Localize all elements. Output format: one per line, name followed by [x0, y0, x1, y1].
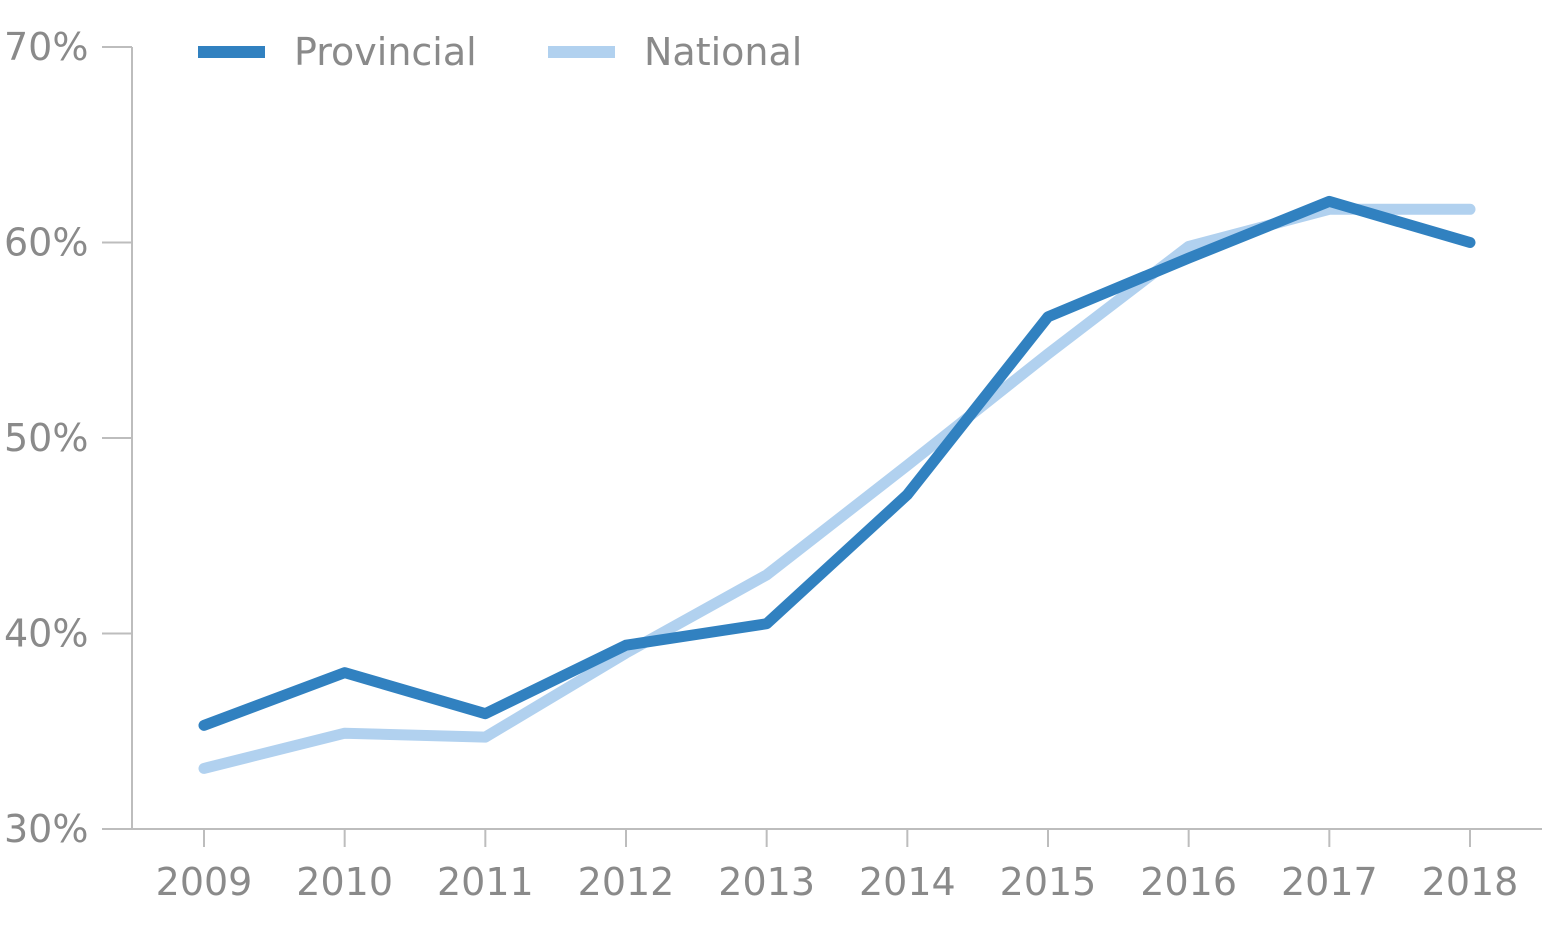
- y-tick-label: 50%: [4, 416, 88, 460]
- x-tick-label: 2018: [1422, 860, 1519, 904]
- series-line-provincial: [198, 195, 1476, 731]
- x-tick-label: 2015: [1000, 860, 1097, 904]
- legend-label-provincial: Provincial: [294, 30, 477, 74]
- x-tick-label: 2009: [156, 860, 253, 904]
- series-layer: [198, 195, 1476, 774]
- x-ticks: 2009 2010 2011 2012 2013 2014 2015 2016 2017 2018: [156, 829, 1519, 904]
- legend: Provincial National: [198, 30, 802, 74]
- axes: [131, 47, 1542, 830]
- y-tick-label: 70%: [4, 25, 88, 69]
- y-tick-label: 60%: [4, 221, 88, 265]
- legend-label-national: National: [644, 30, 802, 74]
- x-tick-label: 2016: [1140, 860, 1237, 904]
- x-tick-label: 2014: [859, 860, 956, 904]
- y-ticks: 30% 40% 50% 60% 70%: [4, 25, 132, 851]
- x-tick-label: 2013: [718, 860, 815, 904]
- y-tick-label: 40%: [4, 612, 88, 656]
- x-tick-label: 2017: [1281, 860, 1378, 904]
- x-tick-label: 2011: [437, 860, 534, 904]
- y-tick-label: 30%: [4, 807, 88, 851]
- x-tick-label: 2010: [296, 860, 393, 904]
- x-tick-label: 2012: [578, 860, 675, 904]
